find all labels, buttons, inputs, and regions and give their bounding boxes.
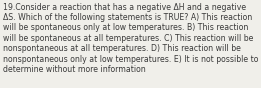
Text: 19.Consider a reaction that has a negative ΔH and a negative: 19.Consider a reaction that has a negati…: [3, 3, 246, 12]
Text: will be spontaneous only at low temperatures. B) This reaction: will be spontaneous only at low temperat…: [3, 23, 248, 32]
Text: determine without more information: determine without more information: [3, 65, 145, 74]
Text: nonspontaneous at all temperatures. D) This reaction will be: nonspontaneous at all temperatures. D) T…: [3, 44, 240, 53]
Text: ΔS. Which of the following statements is TRUE? A) This reaction: ΔS. Which of the following statements is…: [3, 13, 252, 22]
Text: will be spontaneous at all temperatures. C) This reaction will be: will be spontaneous at all temperatures.…: [3, 34, 253, 43]
Text: nonspontaneous only at low temperatures. E) It is not possible to: nonspontaneous only at low temperatures.…: [3, 55, 258, 64]
